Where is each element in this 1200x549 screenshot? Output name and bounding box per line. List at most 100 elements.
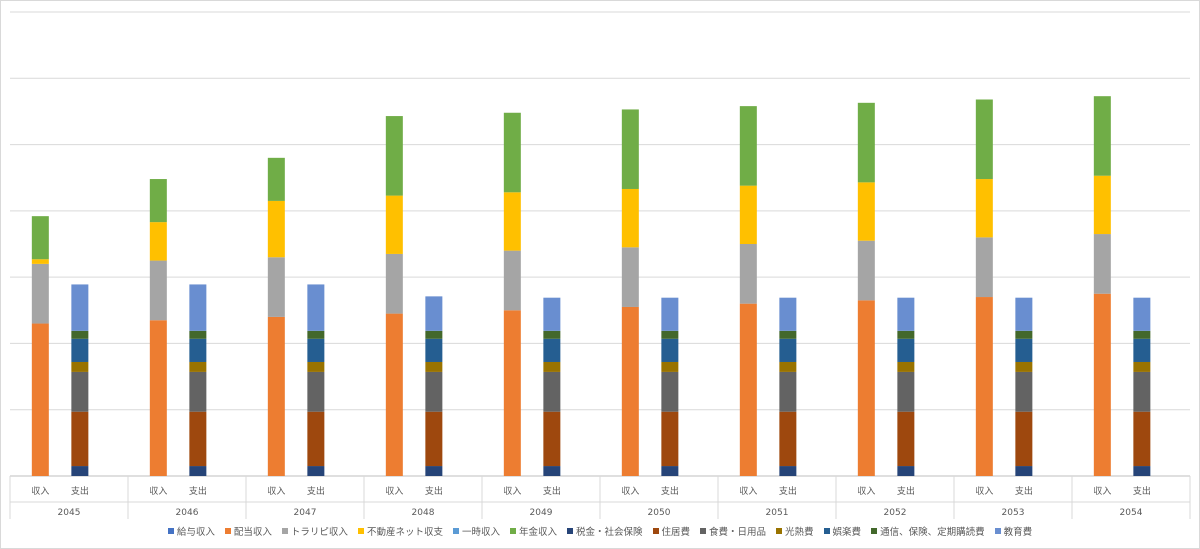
legend-label: 通信、保険、定期購読費 bbox=[880, 527, 985, 538]
bar-segment-income bbox=[857, 182, 875, 241]
bar-segment-income bbox=[503, 310, 521, 476]
x-tick-label-sub: 支出 bbox=[425, 485, 443, 497]
x-tick-label-sub: 収入 bbox=[857, 485, 875, 497]
bar-segment-expense bbox=[1133, 371, 1151, 412]
bar-segment-expense bbox=[307, 466, 325, 476]
bar-segment-income bbox=[503, 112, 521, 193]
bar-segment-expense bbox=[897, 466, 915, 476]
legend-swatch bbox=[776, 528, 783, 534]
x-tick-label-year: 2053 bbox=[1002, 508, 1025, 518]
bar-segment-income bbox=[621, 306, 639, 476]
bar-segment-income bbox=[1093, 96, 1111, 176]
bar-segment-income bbox=[503, 250, 521, 311]
bar-segment-expense bbox=[71, 284, 89, 331]
legend-label: 住居費 bbox=[661, 527, 691, 538]
legend-item: 教育費 bbox=[994, 524, 1032, 538]
bar-segment-expense bbox=[1133, 330, 1151, 339]
legend-swatch bbox=[700, 528, 707, 534]
bar-segment-income bbox=[267, 316, 285, 476]
x-tick-label-sub: 収入 bbox=[739, 485, 757, 497]
legend-swatch bbox=[452, 528, 459, 534]
bar-segment-income bbox=[739, 106, 757, 186]
x-tick-label-sub: 支出 bbox=[307, 485, 325, 497]
bar-segment-expense bbox=[897, 411, 915, 467]
legend-swatch bbox=[357, 528, 364, 534]
x-tick-label-sub: 支出 bbox=[189, 485, 207, 497]
bar-segment-income bbox=[739, 185, 757, 244]
bar-segment-expense bbox=[425, 330, 443, 339]
bar-segment-income bbox=[267, 257, 285, 317]
x-tick-label-sub: 支出 bbox=[897, 485, 915, 497]
legend-item: 食費・日用品 bbox=[700, 524, 766, 538]
bar-segment-expense bbox=[543, 411, 561, 467]
legend-label: 不動産ネット収支 bbox=[366, 527, 443, 538]
bar-segment-expense bbox=[779, 297, 797, 331]
bar-segment-expense bbox=[779, 361, 797, 372]
bar-segment-expense bbox=[661, 338, 679, 362]
legend-label: 給与収入 bbox=[176, 527, 215, 538]
bar-segment-expense bbox=[779, 466, 797, 476]
x-tick-label-sub: 収入 bbox=[31, 485, 49, 497]
bar-segment-expense bbox=[71, 338, 89, 362]
x-tick-label-year: 2054 bbox=[1120, 508, 1143, 518]
bar-segment-expense bbox=[543, 466, 561, 476]
legend-item: トラリピ収入 bbox=[281, 524, 348, 538]
bar-segment-expense bbox=[1133, 466, 1151, 476]
legend-item: 年金収入 bbox=[509, 524, 557, 538]
bar-segment-income bbox=[857, 300, 875, 476]
bar-segment-expense bbox=[1015, 361, 1033, 372]
bar-segment-income bbox=[621, 247, 639, 307]
bar-segment-income bbox=[621, 188, 639, 248]
bar-segment-income bbox=[1093, 175, 1111, 235]
x-tick-label-sub: 支出 bbox=[779, 485, 797, 497]
bar-segment-income bbox=[1093, 293, 1111, 476]
bar-segment-income bbox=[503, 192, 521, 251]
bar-segment-expense bbox=[897, 330, 915, 339]
legend-label: トラリピ収入 bbox=[290, 527, 348, 538]
x-tick-label-sub: 支出 bbox=[1133, 485, 1151, 497]
bar-segment-expense bbox=[189, 371, 207, 412]
bar-segment-expense bbox=[1015, 297, 1033, 331]
bar-segment-income bbox=[149, 222, 167, 261]
legend-item: 住居費 bbox=[652, 524, 691, 538]
bar-segment-expense bbox=[543, 338, 561, 362]
bar-segment-expense bbox=[1015, 466, 1033, 476]
legend-item: 不動産ネット収支 bbox=[357, 524, 443, 538]
bar-segment-expense bbox=[661, 361, 679, 372]
x-tick-label-sub: 支出 bbox=[1015, 485, 1033, 497]
bar-segment-income bbox=[975, 179, 993, 238]
bar-segment-expense bbox=[543, 330, 561, 339]
legend-swatch bbox=[224, 528, 231, 534]
bar-segment-expense bbox=[1133, 361, 1151, 372]
bar-segment-expense bbox=[189, 338, 207, 362]
bar-segment-expense bbox=[307, 411, 325, 467]
bar-segment-expense bbox=[425, 371, 443, 412]
bar-segment-expense bbox=[897, 297, 915, 331]
bar-segment-expense bbox=[1133, 297, 1151, 331]
bar-segment-income bbox=[31, 259, 49, 264]
x-tick-label-sub: 収入 bbox=[267, 485, 285, 497]
bar-segment-expense bbox=[1133, 338, 1151, 362]
bar-segment-expense bbox=[307, 371, 325, 412]
chart-legend: 給与収入 配当収入 トラリピ収入 不動産ネット収支 一時収入 年金収入 税金・社会保険 住居費… bbox=[0, 522, 1200, 540]
legend-swatch bbox=[281, 528, 288, 534]
bar-segment-expense bbox=[307, 361, 325, 372]
bar-segment-expense bbox=[661, 371, 679, 412]
bar-segment-expense bbox=[1133, 411, 1151, 467]
bar-segment-income bbox=[857, 102, 875, 183]
bar-segment-expense bbox=[543, 371, 561, 412]
legend-label: 光熱費 bbox=[785, 527, 814, 538]
bar-segment-expense bbox=[1015, 330, 1033, 339]
legend-label: 税金・社会保険 bbox=[575, 527, 643, 538]
legend-label: 娯楽費 bbox=[832, 527, 862, 538]
legend-item: 配当収入 bbox=[224, 524, 272, 538]
bar-segment-income bbox=[385, 195, 403, 254]
bar-segment-expense bbox=[661, 330, 679, 339]
x-tick-label-sub: 支出 bbox=[543, 485, 561, 497]
x-tick-label-sub: 支出 bbox=[661, 485, 679, 497]
bar-segment-expense bbox=[71, 330, 89, 339]
bar-segment-income bbox=[385, 253, 403, 314]
x-tick-label-sub: 収入 bbox=[621, 485, 639, 497]
bar-segment-income bbox=[267, 200, 285, 258]
bar-segment-expense bbox=[307, 330, 325, 339]
